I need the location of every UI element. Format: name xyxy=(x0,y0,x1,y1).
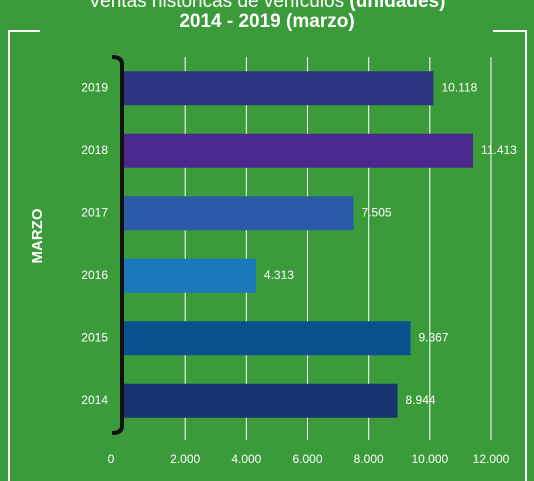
title-main: Ventas históricas de vehículos xyxy=(89,0,345,12)
value-label: 4.313 xyxy=(264,268,294,282)
bar xyxy=(124,321,411,356)
value-label: 10.118 xyxy=(441,80,477,94)
y-tick-label: 2017 xyxy=(81,205,108,219)
x-tick-label: 4.000 xyxy=(231,452,261,466)
chart-subtitle: 2014 - 2019 (marzo) xyxy=(179,11,354,32)
value-label: 8.944 xyxy=(406,393,436,407)
y-tick-label: 2014 xyxy=(81,393,108,407)
x-tick-label: 10.000 xyxy=(411,452,448,466)
y-tick-label: 2015 xyxy=(81,330,108,344)
y-tick-label: 2016 xyxy=(81,268,108,282)
y-axis-label: MARZO xyxy=(29,208,46,263)
y-tick-label: 2018 xyxy=(81,143,108,157)
value-label: 9.367 xyxy=(418,330,448,344)
x-tick-label: 6.000 xyxy=(292,452,322,466)
chart-title: Ventas históricas de vehículos (unidades… xyxy=(89,0,446,12)
axis-bracket xyxy=(111,55,124,435)
value-label: 7.505 xyxy=(362,205,392,219)
value-label: 11.413 xyxy=(481,143,517,157)
x-tick-label: 12.000 xyxy=(473,452,510,466)
bar xyxy=(124,383,398,418)
bar xyxy=(124,258,256,293)
bar xyxy=(124,196,354,231)
frame xyxy=(8,30,527,481)
title-emphasis: (unidades) xyxy=(349,0,445,12)
x-tick-label: 2.000 xyxy=(170,452,200,466)
x-tick-label: 8.000 xyxy=(354,452,384,466)
y-tick-label: 2019 xyxy=(81,80,108,94)
bar xyxy=(124,133,474,168)
x-tick-label: 0 xyxy=(108,452,115,466)
bar xyxy=(124,71,434,106)
